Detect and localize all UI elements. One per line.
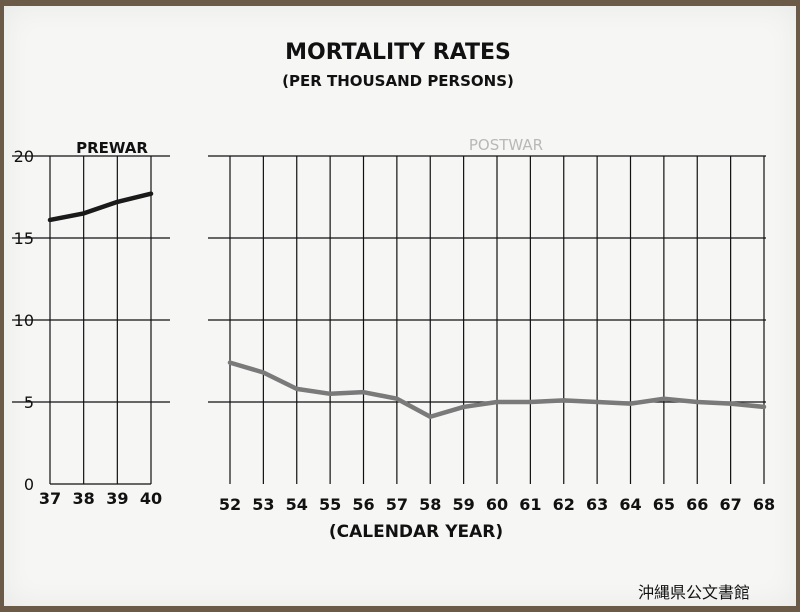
x-tick-label: 37 [39,489,61,508]
x-axis-label: (CALENDAR YEAR) [329,522,503,542]
x-tick-label: 56 [352,495,374,514]
x-tick-label: 63 [586,495,608,514]
y-tick-label: 15 [14,229,34,248]
x-tick-label: 62 [553,495,575,514]
data-point [495,400,499,404]
data-point [428,414,433,419]
x-tick-label: 57 [386,495,408,514]
mortality-chart: MORTALITY RATES (PER THOUSAND PERSONS) P… [12,40,775,602]
tick-labels: 37 38 39 40 52 53 54 55 56 57 58 59 60 61 62 63 64 65 66 67… [14,147,775,514]
grid [12,155,766,485]
x-tick-label: 67 [719,495,741,514]
x-tick-label: 39 [106,489,128,508]
y-tick-label: 0 [24,475,34,494]
data-point [528,400,533,404]
x-tick-label: 59 [452,495,474,514]
data-point [115,199,120,204]
data-point [661,396,666,401]
x-tick-label: 40 [140,489,162,508]
x-tick-label: 38 [73,489,95,508]
x-tick-label: 64 [619,495,641,514]
data-point [695,400,700,404]
data-point [294,386,299,391]
panel-label-postwar: POSTWAR [469,136,543,154]
data-point [728,401,733,406]
data-point [81,211,86,216]
x-tick-label: 65 [653,495,675,514]
y-tick-label: 20 [14,147,34,166]
y-tick-label: 5 [24,393,34,412]
x-tick-label: 52 [219,495,241,514]
data-point [561,398,566,403]
data-point [762,404,766,409]
chart-subtitle: (PER THOUSAND PERSONS) [282,72,514,90]
x-tick-label: 68 [753,495,775,514]
chart-board: MORTALITY RATES (PER THOUSAND PERSONS) P… [4,6,796,606]
data-point [228,360,232,365]
x-tick-label: 55 [319,495,341,514]
data-point [595,400,600,404]
series-line-prewar [47,191,154,223]
data-point [261,370,266,375]
x-tick-label: 60 [486,495,508,514]
x-tick-label: 58 [419,495,441,514]
archive-watermark: 沖縄県公文書館 [638,583,750,602]
data-point [48,217,52,222]
y-tick-label: 10 [14,311,34,330]
series-lines [47,191,767,420]
x-tick-label: 61 [519,495,541,514]
data-point [149,191,153,196]
data-point [394,396,399,401]
data-point [461,404,466,409]
chart-title: MORTALITY RATES [285,40,511,65]
x-tick-label: 54 [286,495,308,514]
data-point [328,391,333,396]
data-point [628,401,633,406]
data-point [361,390,366,395]
x-tick-label: 53 [252,495,274,514]
x-tick-label: 66 [686,495,708,514]
panel-label-prewar: PREWAR [76,139,148,157]
